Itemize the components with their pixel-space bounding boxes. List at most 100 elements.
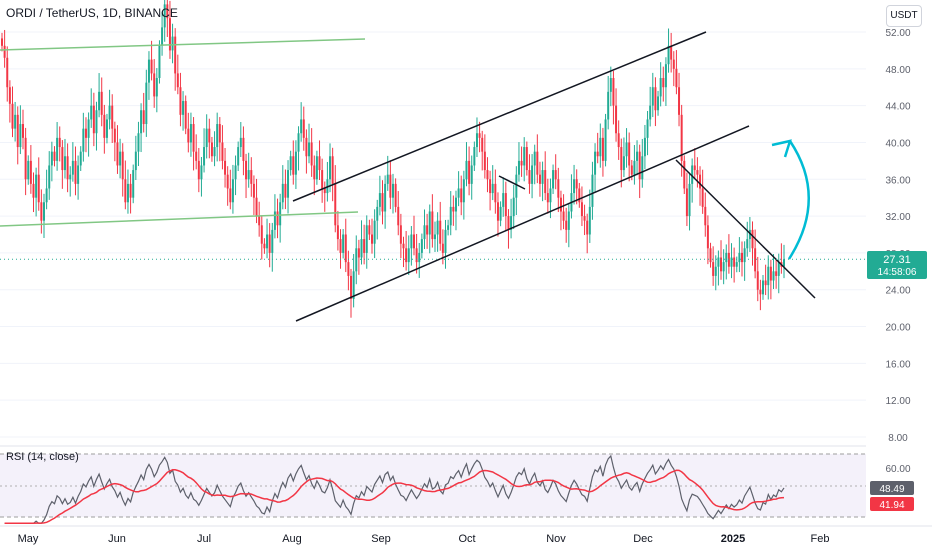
- mid-channel-line[interactable]: [498, 175, 526, 190]
- candle-body: [491, 183, 494, 194]
- candle-body: [137, 133, 140, 152]
- candle-body: [654, 87, 657, 111]
- rsi-tick-60: 60.00: [885, 464, 910, 475]
- candle-body: [672, 59, 675, 69]
- price-tick-label: 24.00: [885, 286, 910, 297]
- green-trendline-top[interactable]: [0, 38, 366, 51]
- candle-body: [454, 197, 457, 212]
- candle-body: [336, 225, 339, 240]
- candle-body: [688, 183, 691, 217]
- candle-body: [252, 183, 255, 198]
- candle-body: [499, 206, 502, 221]
- projection-arrow[interactable]: [787, 140, 810, 260]
- candle-body: [392, 183, 394, 198]
- candle-body: [559, 197, 562, 212]
- candle-body: [363, 239, 366, 253]
- candle-body: [638, 151, 641, 180]
- candle-body: [423, 225, 426, 240]
- candle-body: [237, 147, 240, 166]
- candle-body: [762, 280, 765, 295]
- candle-body: [465, 160, 468, 180]
- descending-trendline[interactable]: [675, 159, 816, 299]
- candle-body: [321, 170, 324, 189]
- candle-body: [546, 193, 549, 203]
- candle-body: [276, 211, 279, 226]
- candle-body: [746, 239, 749, 249]
- candle-body: [226, 174, 229, 189]
- candle-body: [475, 133, 478, 148]
- candle-body: [680, 114, 683, 161]
- candle-body: [171, 36, 174, 51]
- candle-body: [552, 170, 555, 189]
- candle-body: [701, 188, 704, 207]
- candle-body: [221, 142, 224, 161]
- time-axis[interactable]: May Jun Jul Aug Sep Oct Nov Dec 2025 Feb: [18, 533, 830, 545]
- candle-body: [617, 133, 620, 148]
- candle-body: [433, 234, 436, 240]
- candle-body: [748, 229, 751, 240]
- candle-body: [318, 156, 321, 171]
- candle-body: [105, 119, 108, 138]
- candle-body: [77, 165, 80, 184]
- channel-lower-line[interactable]: [295, 125, 750, 322]
- candle-body: [158, 45, 161, 79]
- candle-body: [735, 262, 738, 267]
- candle-body: [263, 243, 266, 249]
- green-trendline-bottom[interactable]: [0, 211, 359, 227]
- price-grid: [0, 31, 866, 438]
- candle-body: [612, 78, 615, 106]
- candle-body: [759, 289, 762, 295]
- candle-body: [517, 160, 520, 175]
- candle-body: [751, 229, 754, 249]
- candle-body: [743, 248, 746, 263]
- candle-body: [1, 38, 3, 46]
- candle-body: [350, 275, 353, 299]
- candle-body: [195, 151, 198, 161]
- last-price-label: 27.31: [883, 254, 911, 266]
- rsi-value-label: 48.49: [879, 484, 904, 495]
- candle-body: [90, 105, 93, 120]
- currency-button[interactable]: USDT: [886, 5, 922, 27]
- candle-body: [63, 156, 66, 171]
- candle-body: [510, 216, 513, 230]
- candle-body: [712, 262, 715, 276]
- candle-body: [381, 193, 384, 212]
- candle-body: [741, 252, 744, 263]
- channel-upper-line[interactable]: [292, 31, 707, 202]
- candle-body: [426, 225, 429, 235]
- candle-body: [415, 248, 418, 263]
- candle-body: [355, 248, 358, 272]
- drawings-group[interactable]: [0, 31, 816, 322]
- candle-body: [179, 87, 182, 115]
- candle-body: [696, 170, 699, 175]
- candle-body: [147, 59, 150, 83]
- candle-body: [224, 160, 227, 175]
- price-tick-label: 36.00: [885, 175, 910, 186]
- candle-body: [405, 248, 408, 263]
- candle-body: [447, 225, 450, 230]
- candle-body: [468, 160, 471, 184]
- candle-body: [315, 156, 318, 180]
- candle-body: [189, 124, 192, 143]
- candle-body: [512, 197, 515, 217]
- candle-body: [331, 156, 334, 184]
- candle-body: [772, 271, 775, 281]
- candle-body: [69, 174, 72, 180]
- candle-body: [685, 188, 688, 217]
- candle-body: [323, 188, 326, 194]
- candle-body: [82, 128, 85, 152]
- candle-body: [575, 179, 578, 189]
- candle-body: [310, 142, 313, 166]
- candle-body: [242, 137, 245, 161]
- candle-body: [444, 229, 447, 253]
- candle-body: [289, 156, 292, 171]
- candle-body: [646, 119, 649, 138]
- candle-body: [161, 27, 164, 46]
- candle-body: [360, 239, 363, 258]
- candle-body: [126, 183, 129, 203]
- candle-body: [48, 165, 51, 189]
- candle-body: [100, 91, 103, 115]
- candle-body: [651, 87, 654, 106]
- candle-body: [683, 160, 686, 189]
